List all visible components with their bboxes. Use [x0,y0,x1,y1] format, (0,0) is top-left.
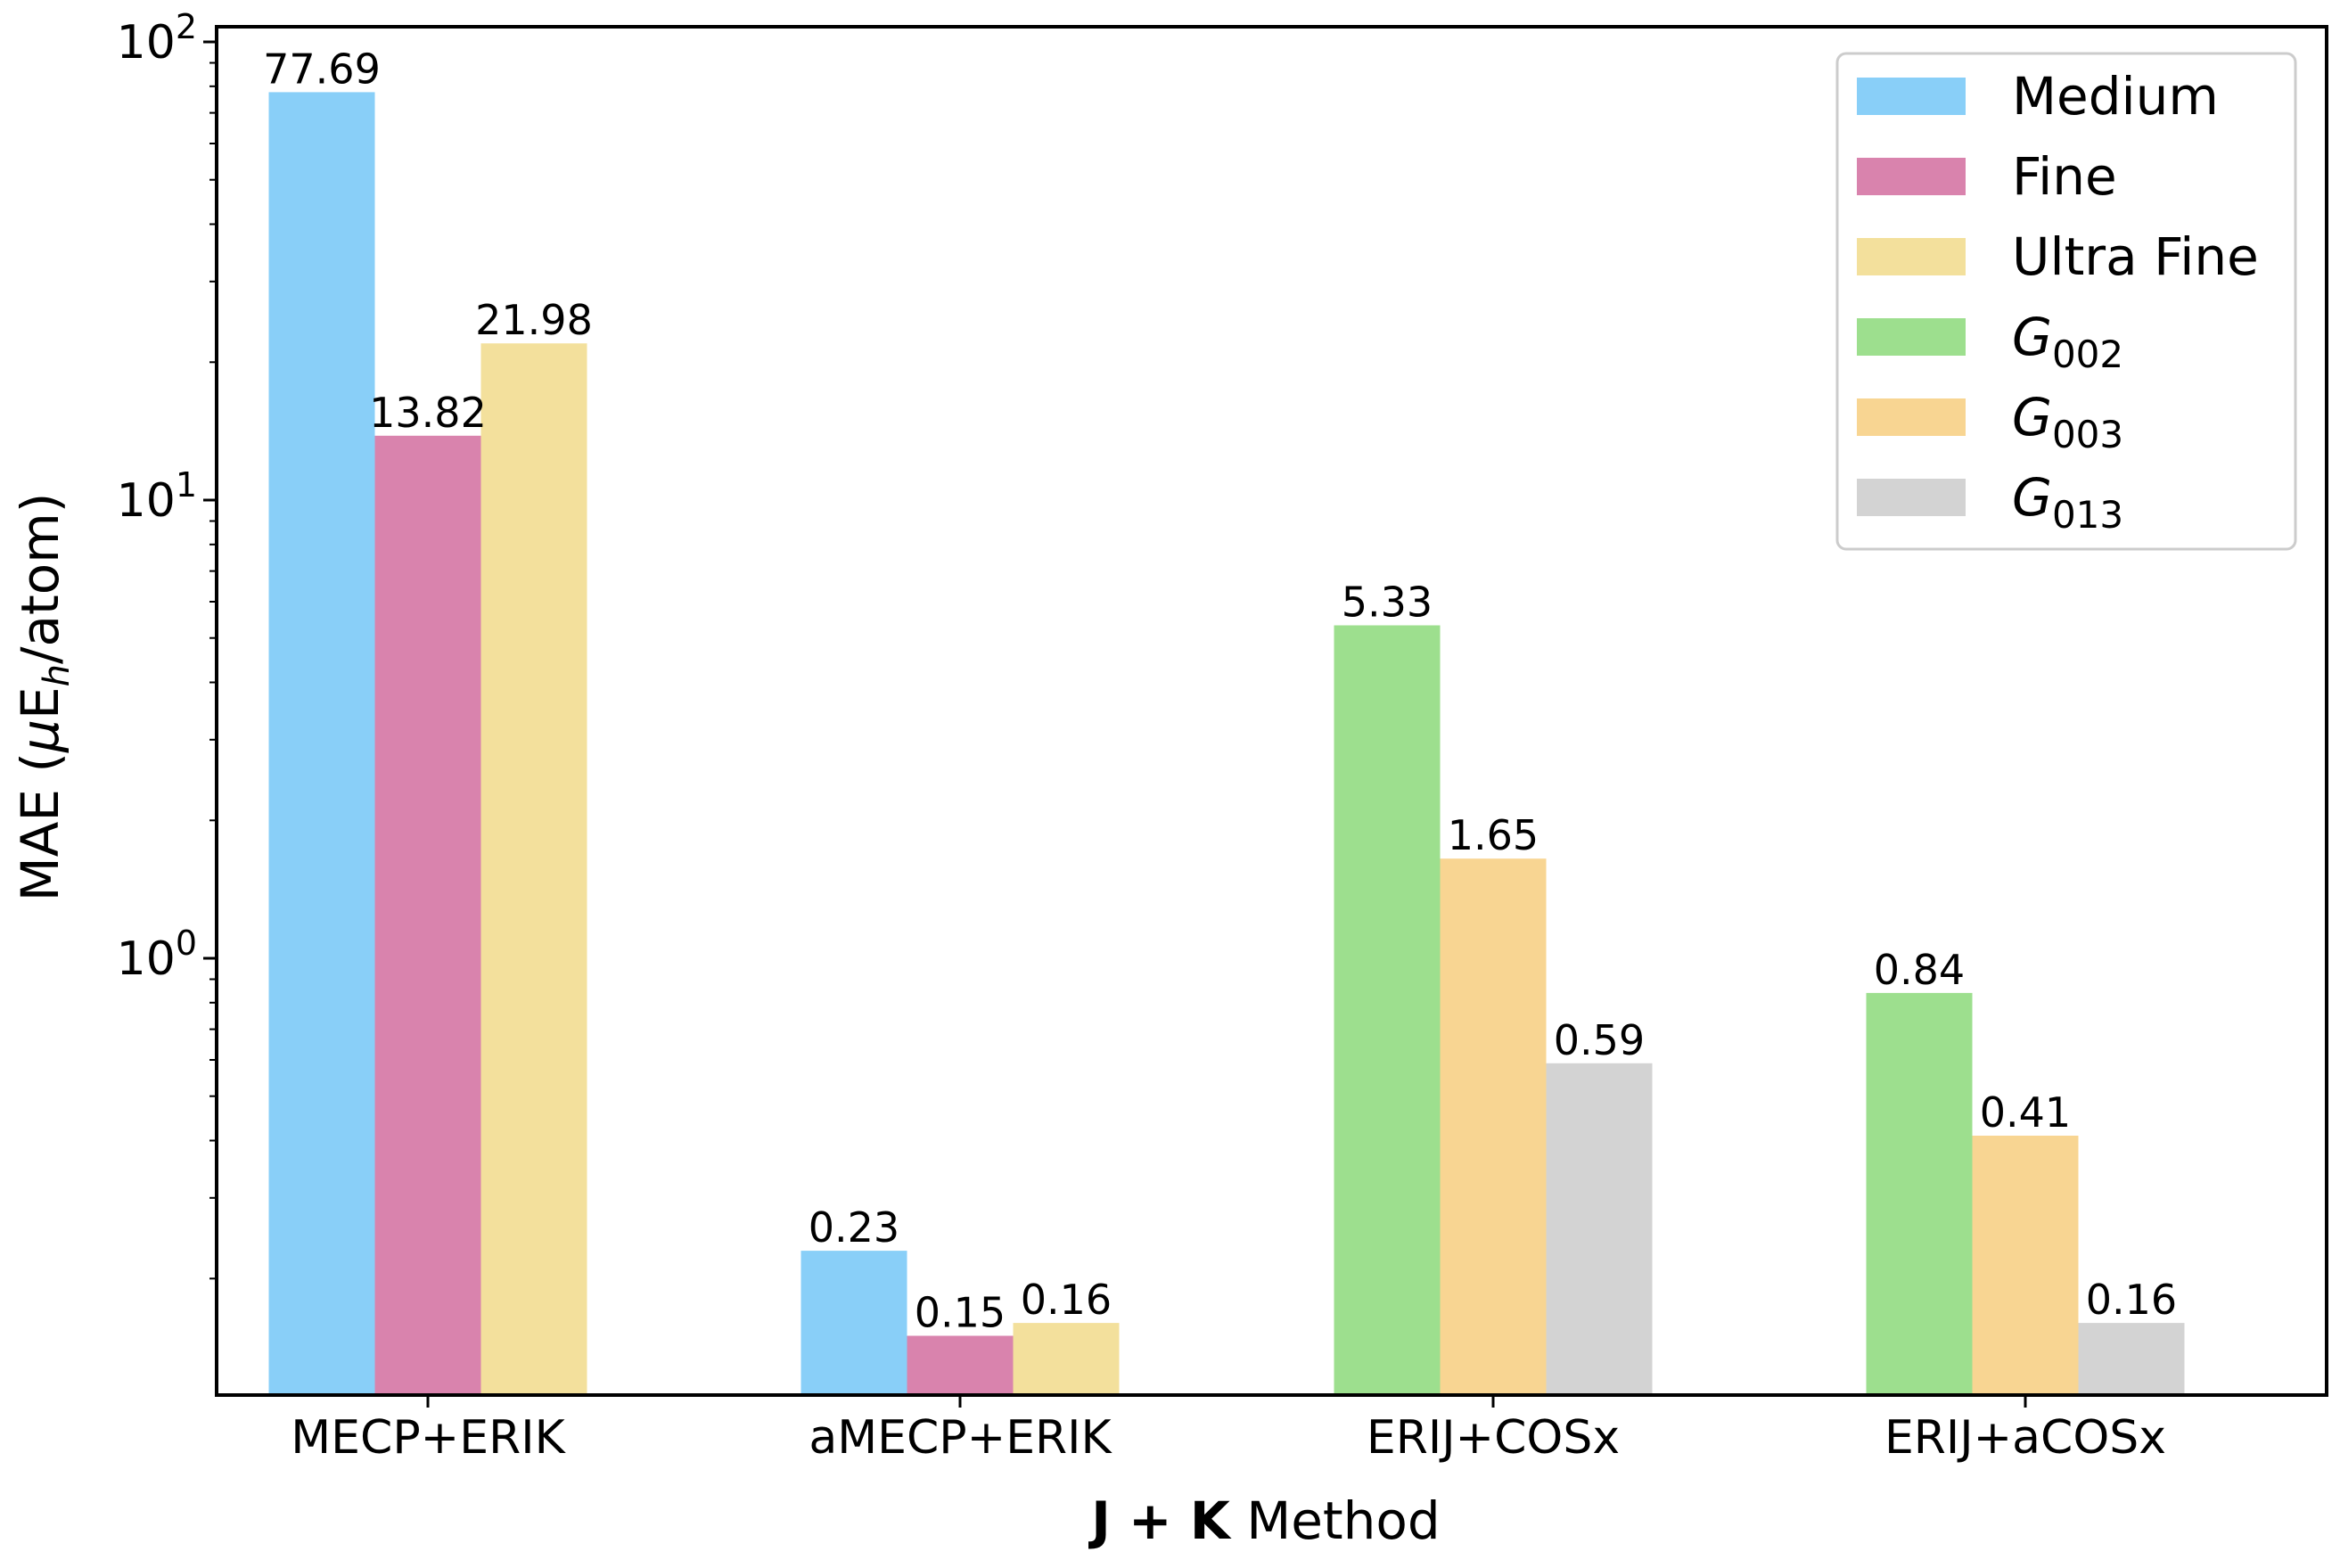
y-tick-label: 100 [117,924,197,986]
legend-label: Medium [2012,66,2219,127]
axes-layer: MECP+ERIK aMECP+ERIK ERIJ+COSx ERIJ+aCOSx 10… [117,7,2328,1465]
data-label: 1.65 [1448,811,1539,859]
legend-label: G013 [2012,467,2123,537]
data-label: 0.84 [1874,946,1965,994]
data-label: 21.98 [475,296,593,344]
data-labels-layer: 77.69 13.82 21.98 0.23 0.15 0.16 5.33 1.65 0.59 0… [263,45,2177,1336]
data-label: 13.82 [369,389,487,437]
y-axis-label: MAE (μEh/atom) [10,493,78,902]
x-axis-label: J + K Method [1088,1490,1440,1551]
legend-swatch [1857,398,1966,436]
plot-frame [215,25,2328,1397]
bar-g003-4 [1972,1136,2079,1395]
bar-g013-4 [2078,1323,2185,1395]
data-label: 0.16 [1021,1276,1112,1324]
x-tick-label: ERIJ+COSx [1367,1411,1620,1465]
data-label: 0.59 [1554,1016,1645,1064]
bar-fine-1 [374,435,481,1395]
bar-g002-4 [1866,992,1973,1395]
data-label: 0.23 [809,1203,899,1252]
x-tick-label: ERIJ+aCOSx [1884,1411,2166,1465]
bar-fine-2 [907,1335,1014,1395]
data-label: 0.15 [915,1289,1006,1337]
y-tick-label: 102 [117,7,197,70]
x-tick-label: aMECP+ERIK [809,1411,1113,1465]
legend-label: Ultra Fine [2012,226,2259,287]
legend-swatch [1857,158,1966,195]
bar-g013-3 [1546,1063,1653,1395]
bar-g003-3 [1440,858,1547,1395]
bar-ultra-fine-2 [1013,1323,1120,1395]
legend: Medium Fine Ultra Fine G002 G003 G013 [1835,52,2297,551]
legend-swatch [1857,318,1966,356]
y-tick-label: 101 [117,465,197,528]
legend-swatch [1857,78,1966,115]
legend-swatch [1857,479,1966,516]
bar-medium-2 [801,1251,907,1395]
data-label: 0.16 [2086,1276,2177,1324]
legend-label: Fine [2012,146,2117,207]
data-label: 0.41 [1980,1088,2071,1137]
data-label: 5.33 [1342,579,1433,627]
legend-label: G002 [2012,307,2123,376]
bars-layer [268,92,2185,1396]
bar-g002-3 [1334,625,1441,1395]
x-tick-label: MECP+ERIK [291,1411,566,1465]
bar-ultra-fine-1 [480,343,587,1396]
bar-medium-1 [268,92,375,1395]
legend-frame [1835,52,2297,551]
legend-swatch [1857,238,1966,275]
legend-label: G003 [2012,387,2123,456]
data-label: 77.69 [263,45,381,93]
